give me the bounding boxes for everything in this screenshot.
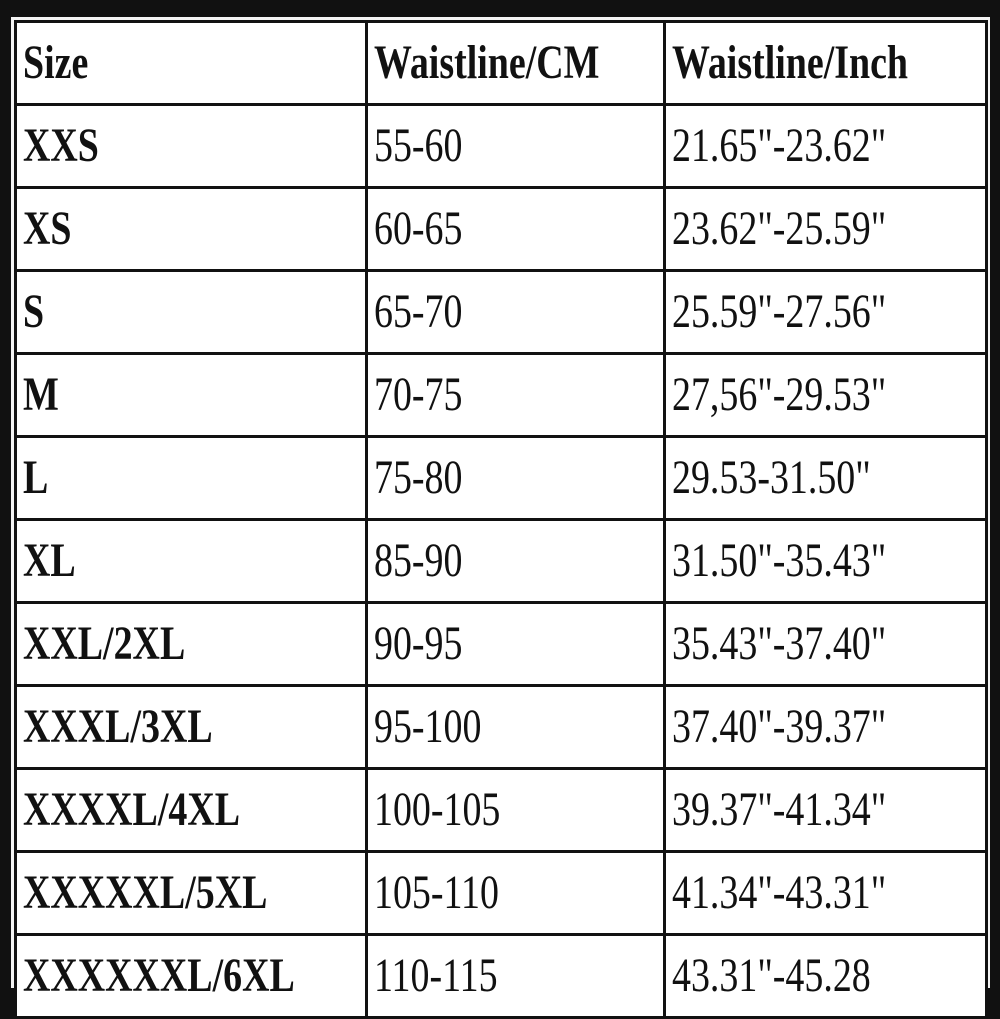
cell-text: 29.53-31.50" <box>672 451 871 504</box>
cell-text: XL <box>23 534 76 587</box>
table-row: XS 60-65 23.62"-25.59" <box>14 186 988 272</box>
cell-text: XXXL/3XL <box>23 700 213 753</box>
waist-cm-cell: 95-100 <box>365 684 666 770</box>
cell-text: 110-115 <box>374 949 498 1002</box>
size-cell: M <box>14 352 368 438</box>
header-cell: Waistline/Inch <box>663 20 988 106</box>
table-row: L 75-80 29.53-31.50" <box>14 435 988 521</box>
waist-cm-cell: 85-90 <box>365 518 666 604</box>
size-cell: XXXXXXL/6XL <box>14 933 368 1019</box>
cell-text: M <box>23 368 59 421</box>
waist-inch-cell: 39.37"-41.34" <box>663 767 988 853</box>
table-row: XXXXXL/5XL 105-110 41.34"-43.31" <box>14 850 988 936</box>
cell-text: 70-75 <box>374 368 463 421</box>
waist-inch-cell: 25.59"-27.56" <box>663 269 988 355</box>
cell-text: Waistline/CM <box>374 36 600 89</box>
cell-text: S <box>23 285 45 338</box>
cell-text: 60-65 <box>374 202 463 255</box>
cell-text: 43.31"-45.28 <box>672 949 871 1002</box>
waist-cm-cell: 110-115 <box>365 933 666 1019</box>
cell-text: 100-105 <box>374 783 501 836</box>
cell-text: 90-95 <box>374 617 463 670</box>
waist-cm-cell: 105-110 <box>365 850 666 936</box>
cell-text: XXL/2XL <box>23 617 186 670</box>
header-cell: Waistline/CM <box>365 20 666 106</box>
cell-text: 65-70 <box>374 285 463 338</box>
cell-text: 37.40"-39.37" <box>672 700 887 753</box>
cell-text: 85-90 <box>374 534 463 587</box>
cell-text: Size <box>23 36 89 89</box>
waist-cm-cell: 90-95 <box>365 601 666 687</box>
cell-text: 31.50"-35.43" <box>672 534 887 587</box>
waist-cm-cell: 100-105 <box>365 767 666 853</box>
cell-text: 35.43"-37.40" <box>672 617 887 670</box>
waist-cm-cell: 70-75 <box>365 352 666 438</box>
cell-text: XS <box>23 202 72 255</box>
cell-text: 39.37"-41.34" <box>672 783 887 836</box>
waist-inch-cell: 35.43"-37.40" <box>663 601 988 687</box>
size-cell: XL <box>14 518 368 604</box>
cell-text: 75-80 <box>374 451 463 504</box>
table-row: M 70-75 27,56"-29.53" <box>14 352 988 438</box>
table-row: XXXXL/4XL 100-105 39.37"-41.34" <box>14 767 988 853</box>
waist-inch-cell: 23.62"-25.59" <box>663 186 988 272</box>
cell-text: 55-60 <box>374 119 463 172</box>
cell-text: 21.65"-23.62" <box>672 119 887 172</box>
table-row: XXL/2XL 90-95 35.43"-37.40" <box>14 601 988 687</box>
size-cell: XXXXL/4XL <box>14 767 368 853</box>
waist-inch-cell: 31.50"-35.43" <box>663 518 988 604</box>
cell-text: 105-110 <box>374 866 499 919</box>
table-row: XXXL/3XL 95-100 37.40"-39.37" <box>14 684 988 770</box>
cell-text: L <box>23 451 49 504</box>
size-cell: XXS <box>14 103 368 189</box>
waist-inch-cell: 27,56"-29.53" <box>663 352 988 438</box>
table-row: XXXXXXL/6XL 110-115 43.31"-45.28 <box>14 933 988 1019</box>
waist-cm-cell: 65-70 <box>365 269 666 355</box>
cell-text: 23.62"-25.59" <box>672 202 887 255</box>
waist-inch-cell: 29.53-31.50" <box>663 435 988 521</box>
size-cell: XS <box>14 186 368 272</box>
cell-text: 27,56"-29.53" <box>672 368 887 421</box>
cell-text: 25.59"-27.56" <box>672 285 887 338</box>
cell-text: 95-100 <box>374 700 482 753</box>
size-cell: XXXL/3XL <box>14 684 368 770</box>
size-cell: XXL/2XL <box>14 601 368 687</box>
size-cell: XXXXXL/5XL <box>14 850 368 936</box>
size-chart-table: Size Waistline/CM Waistline/Inch XXS 55-60 21… <box>14 20 988 1019</box>
cell-text: XXS <box>23 119 99 172</box>
cell-text: XXXXXXL/6XL <box>23 949 295 1002</box>
table-row: XXS 55-60 21.65"-23.62" <box>14 103 988 189</box>
size-cell: S <box>14 269 368 355</box>
size-cell: L <box>14 435 368 521</box>
table-row: S 65-70 25.59"-27.56" <box>14 269 988 355</box>
header-row: Size Waistline/CM Waistline/Inch <box>14 20 988 106</box>
cell-text: 41.34"-43.31" <box>672 866 887 919</box>
header-cell: Size <box>14 20 368 106</box>
cell-text: XXXXL/4XL <box>23 783 241 836</box>
waist-inch-cell: 43.31"-45.28 <box>663 933 988 1019</box>
waist-cm-cell: 60-65 <box>365 186 666 272</box>
waist-inch-cell: 37.40"-39.37" <box>663 684 988 770</box>
waist-cm-cell: 75-80 <box>365 435 666 521</box>
cell-text: XXXXXL/5XL <box>23 866 268 919</box>
waist-inch-cell: 41.34"-43.31" <box>663 850 988 936</box>
cell-text: Waistline/Inch <box>672 36 909 89</box>
table-row: XL 85-90 31.50"-35.43" <box>14 518 988 604</box>
waist-cm-cell: 55-60 <box>365 103 666 189</box>
waist-inch-cell: 21.65"-23.62" <box>663 103 988 189</box>
